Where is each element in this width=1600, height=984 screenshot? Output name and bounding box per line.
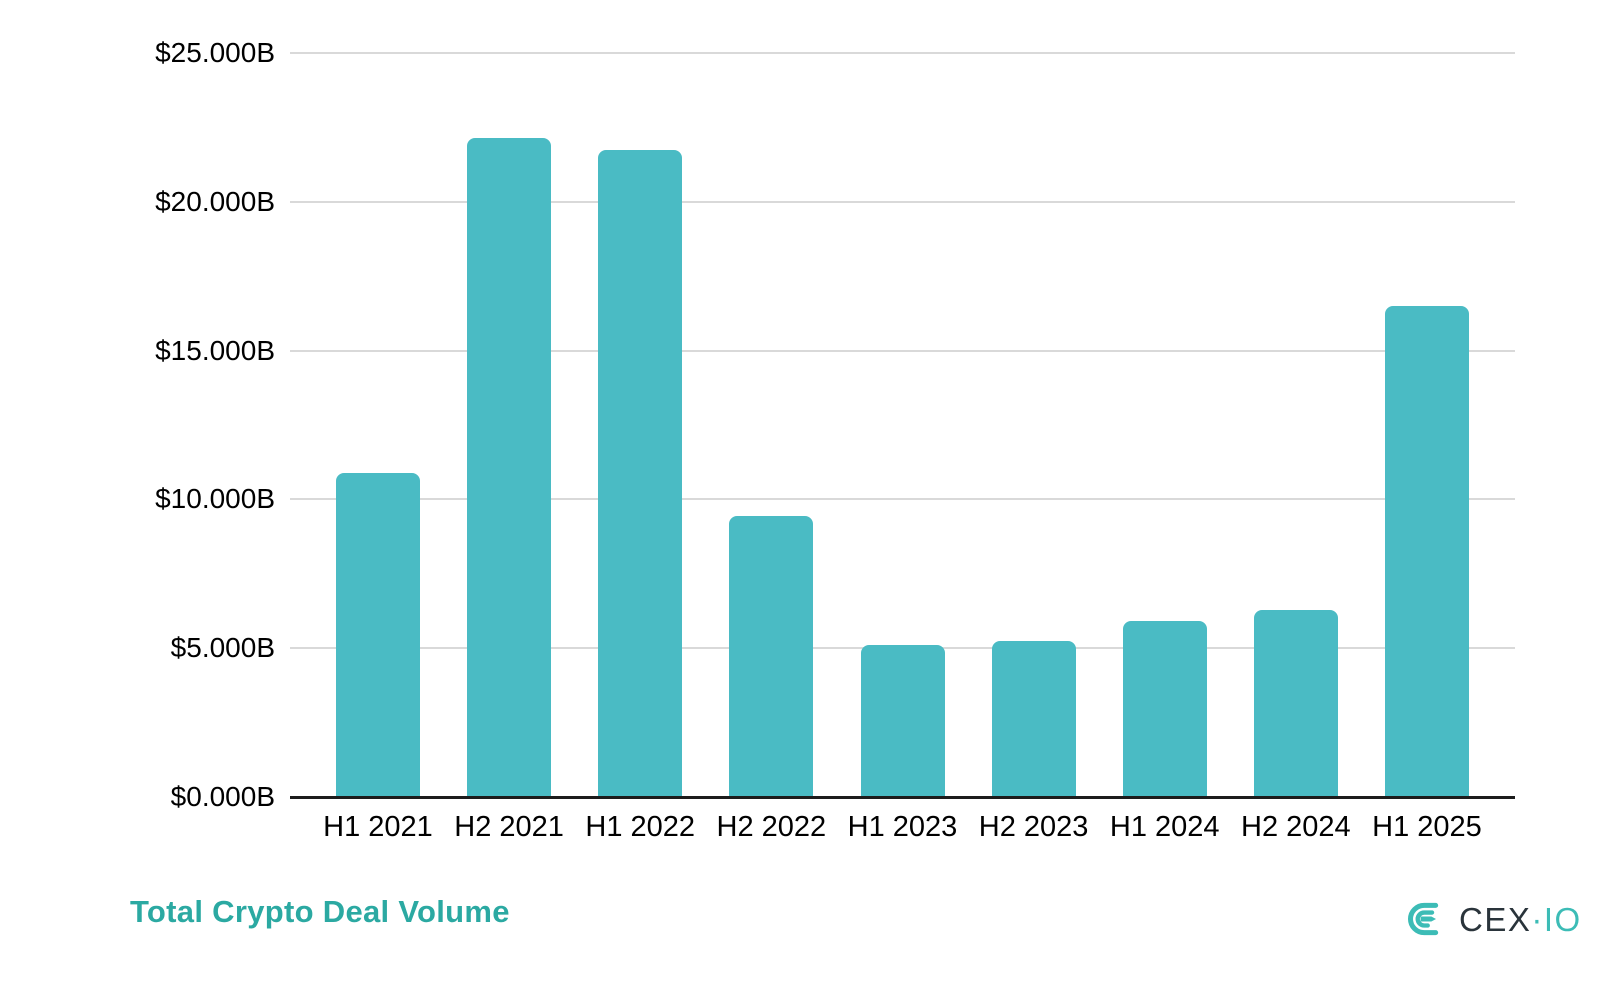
y-axis-tick-label: $0.000B xyxy=(170,781,275,812)
x-axis-label-h1-2021: H1 2021 xyxy=(323,811,433,843)
cexio-logo-mark xyxy=(1408,902,1439,936)
y-axis-tick-label: $5.000B xyxy=(170,632,275,664)
gridline-$20.000B xyxy=(290,200,1515,203)
logo-text-io: ·IO xyxy=(1531,900,1582,938)
x-axis-label-h2-2023: H2 2023 xyxy=(978,811,1089,843)
y-axis-tick-label: $10.000B xyxy=(155,483,275,515)
gridline-$25.000B xyxy=(290,52,1515,54)
x-axis-label-h2-2021: H2 2021 xyxy=(454,811,564,843)
x-axis-label-h1-2024: H1 2024 xyxy=(1109,811,1220,843)
plot-area: H1 2021 H2 2021 H1 2022 H2 2022 H1 2023 H2 20… xyxy=(155,39,1515,842)
bar-h2-2022 xyxy=(729,515,814,797)
x-axis-label-h2-2024: H2 2024 xyxy=(1241,811,1351,843)
cexio-logo-text: CEX·IO xyxy=(1459,903,1582,936)
y-axis-tick-label: $15.000B xyxy=(155,334,275,366)
bar-h2-2023 xyxy=(991,640,1076,797)
bar-h1-2021 xyxy=(336,472,420,797)
y-axis-tick-label: $25.000B xyxy=(155,37,275,68)
logo-text-cex: CEX xyxy=(1459,900,1532,938)
x-axis-label-h1-2025: H1 2025 xyxy=(1372,811,1482,843)
x-axis-labels: H1 2021 H2 2021 H1 2022 H2 2022 H1 2023 H2 20… xyxy=(290,813,1515,842)
bar-h1-2025 xyxy=(1385,305,1469,797)
gridline-$15.000B xyxy=(290,349,1515,352)
bar-h2-2021 xyxy=(467,137,552,797)
bars-group xyxy=(290,53,1515,797)
bar-h1-2024 xyxy=(1122,621,1207,797)
x-axis-label-h1-2022: H1 2022 xyxy=(585,811,696,843)
gridline-$10.000B xyxy=(290,498,1515,501)
x-axis-line xyxy=(290,796,1515,799)
bar-h1-2022 xyxy=(598,149,683,797)
chart-title: Total Crypto Deal Volume xyxy=(130,894,510,929)
x-axis-label-h2-2022: H2 2022 xyxy=(716,811,827,843)
y-axis-tick-label: $20.000B xyxy=(155,185,275,217)
cexio-logo: CEX·IO xyxy=(1399,896,1582,942)
x-axis-label-h1-2023: H1 2023 xyxy=(847,811,958,843)
bar-h1-2023 xyxy=(860,645,945,797)
bar-h2-2024 xyxy=(1253,609,1338,797)
